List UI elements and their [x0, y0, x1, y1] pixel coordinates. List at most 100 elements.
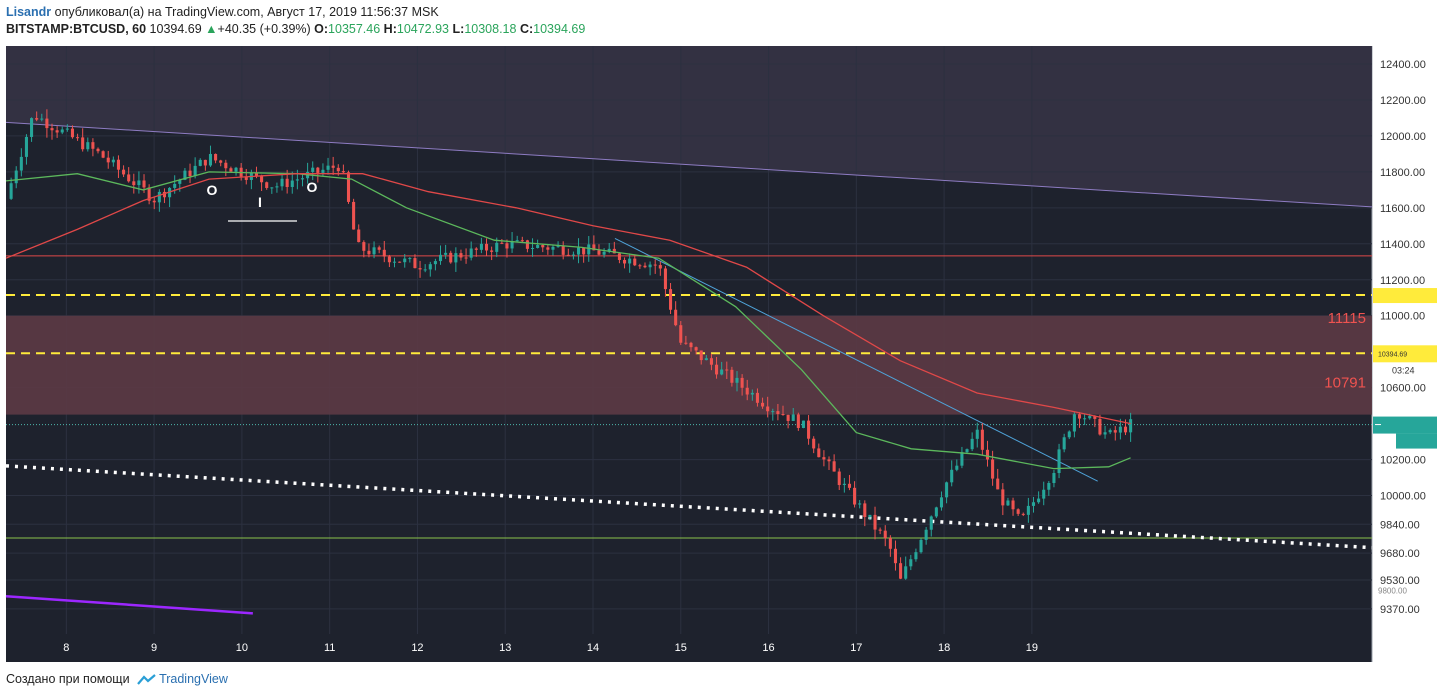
candle-body	[1088, 415, 1092, 419]
candle-body	[474, 248, 478, 250]
candle-body	[111, 159, 115, 163]
candle-body	[30, 118, 34, 137]
candle-body	[1026, 505, 1030, 515]
candle-body	[495, 242, 499, 252]
candle-body	[408, 258, 412, 260]
time-tick-label: 10	[236, 642, 248, 654]
candle-body	[1031, 502, 1036, 506]
candle-body	[853, 487, 857, 505]
price-tick-label: 9370.00	[1380, 604, 1420, 616]
candle-body	[449, 252, 453, 263]
candle-body	[612, 248, 616, 254]
candle-body	[536, 245, 540, 248]
moving-average-slow	[5, 173, 1131, 425]
candle-body	[127, 174, 131, 182]
tradingview-link[interactable]: TradingView	[159, 672, 228, 686]
candle-body	[945, 482, 949, 498]
price-chart[interactable]: OIO111151079112400.0012200.0012000.00118…	[0, 40, 1444, 662]
ohlc-line: BITSTAMP:BTCUSD, 60 10394.69 ▲+40.35 (+0…	[6, 21, 1106, 38]
candle-body	[275, 186, 279, 188]
candle-body	[290, 180, 294, 187]
axis-marker-11115	[1373, 288, 1437, 304]
candle-body	[587, 244, 591, 255]
candle-body	[955, 465, 959, 470]
candle-body	[178, 179, 182, 184]
upper-channel-band	[6, 46, 1372, 207]
candle-body	[607, 248, 611, 252]
candle-body	[827, 459, 831, 462]
candle-body	[914, 552, 918, 560]
candle-body	[674, 309, 678, 326]
candle-body	[132, 181, 136, 186]
candle-body	[459, 253, 463, 258]
candle-body	[505, 243, 509, 249]
candle-body	[321, 169, 325, 173]
axis-marker-10791	[1373, 345, 1437, 363]
candle-body	[735, 377, 739, 383]
candle-body	[1103, 432, 1107, 435]
candle-body	[265, 182, 269, 188]
author-link[interactable]: Lisandr	[6, 5, 52, 19]
candle-body	[960, 452, 964, 466]
time-tick-label: 9	[151, 642, 157, 654]
candle-body	[311, 167, 315, 172]
low-label: L:	[452, 22, 465, 36]
candle-body	[638, 265, 642, 267]
candle-body	[433, 261, 437, 265]
candle-body	[224, 162, 228, 169]
price-tick-label: 11000.00	[1380, 311, 1425, 323]
candle-body	[60, 129, 64, 133]
candle-body	[801, 420, 805, 428]
candle-body	[1006, 500, 1010, 506]
candle-body	[832, 461, 836, 472]
candle-body	[86, 142, 90, 150]
candle-body	[561, 246, 565, 255]
candle-body	[576, 247, 581, 255]
candle-body	[556, 246, 560, 248]
price-tick-label: 9530.00	[1380, 575, 1420, 587]
candle-body	[658, 265, 662, 269]
candle-body	[137, 180, 141, 186]
candle-body	[203, 159, 207, 166]
close-label: C:	[519, 22, 534, 36]
candle-body	[336, 167, 340, 172]
candle-body	[387, 256, 391, 263]
candle-body	[142, 180, 146, 188]
candle-body	[423, 269, 427, 271]
time-tick-label: 15	[675, 642, 687, 654]
time-tick-label: 12	[411, 642, 423, 654]
time-tick-label: 14	[587, 642, 599, 654]
candle-body	[842, 483, 846, 485]
candle-body	[929, 516, 933, 530]
candle-body	[888, 538, 892, 549]
candle-body	[786, 414, 790, 421]
candle-body	[694, 347, 698, 351]
candle-body	[1047, 482, 1051, 490]
trend-line-0	[5, 121, 1373, 208]
candle-body	[1062, 437, 1066, 450]
candle-body	[183, 170, 187, 180]
candle-body	[530, 247, 535, 249]
candle-body	[19, 156, 23, 171]
candle-body	[755, 392, 759, 403]
candle-body	[904, 566, 908, 579]
candle-body	[14, 170, 18, 184]
candle-body	[254, 173, 259, 176]
candle-body	[766, 406, 770, 412]
candle-body	[970, 438, 974, 450]
candle-body	[1016, 509, 1020, 514]
candle-body	[300, 178, 305, 180]
candle-body	[776, 411, 780, 415]
candle-body	[699, 350, 703, 361]
candle-body	[817, 448, 821, 458]
price-tick-label: 12400.00	[1380, 59, 1426, 71]
candle-body	[515, 240, 519, 242]
candle-body	[1113, 430, 1117, 433]
candle-body	[70, 128, 74, 138]
candle-body	[1067, 431, 1071, 438]
candle-body	[791, 414, 795, 421]
price-tick-label: 9680.00	[1380, 548, 1420, 560]
candle-body	[244, 176, 248, 180]
candle-body	[689, 342, 693, 348]
candle-body	[260, 175, 264, 183]
